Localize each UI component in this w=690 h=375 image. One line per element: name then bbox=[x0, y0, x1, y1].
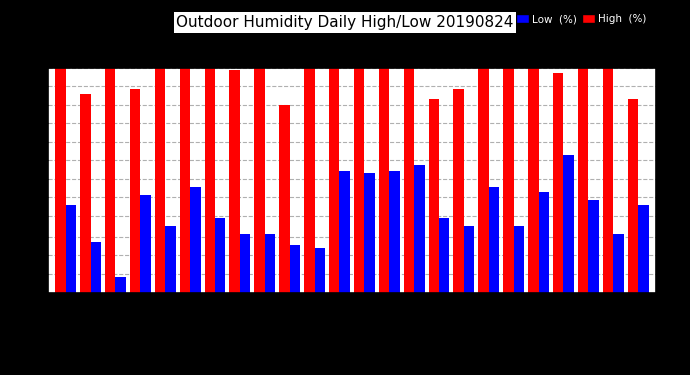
Bar bbox=[414, 165, 424, 332]
Bar bbox=[290, 245, 300, 332]
Bar bbox=[304, 68, 315, 332]
Bar bbox=[130, 88, 140, 332]
Bar bbox=[503, 68, 513, 332]
Bar bbox=[204, 68, 215, 332]
Bar bbox=[589, 200, 599, 332]
Bar bbox=[279, 105, 290, 332]
Bar bbox=[166, 226, 176, 332]
Text: Outdoor Humidity Daily High/Low 20190824: Outdoor Humidity Daily High/Low 20190824 bbox=[177, 15, 513, 30]
Bar bbox=[90, 242, 101, 332]
Bar bbox=[115, 277, 126, 332]
Bar bbox=[489, 187, 500, 332]
Bar bbox=[564, 155, 574, 332]
Bar bbox=[578, 68, 589, 332]
Bar bbox=[329, 68, 339, 332]
Bar bbox=[315, 248, 325, 332]
Bar bbox=[638, 205, 649, 332]
Bar bbox=[464, 226, 474, 332]
Text: Copyright 2019 Cartronics.com: Copyright 2019 Cartronics.com bbox=[55, 38, 206, 48]
Bar bbox=[439, 218, 449, 332]
Bar bbox=[613, 234, 624, 332]
Bar bbox=[528, 68, 538, 332]
Bar bbox=[379, 68, 389, 332]
Bar bbox=[553, 73, 564, 332]
Bar bbox=[55, 68, 66, 332]
Bar bbox=[140, 195, 151, 332]
Bar bbox=[179, 68, 190, 332]
Bar bbox=[428, 99, 439, 332]
Bar bbox=[215, 218, 226, 332]
Bar bbox=[453, 88, 464, 332]
Bar bbox=[513, 226, 524, 332]
Bar bbox=[478, 68, 489, 332]
Bar bbox=[339, 171, 350, 332]
Bar bbox=[80, 94, 90, 332]
Bar bbox=[354, 68, 364, 332]
Bar bbox=[105, 68, 115, 332]
Bar bbox=[265, 234, 275, 332]
Bar bbox=[190, 187, 201, 332]
Bar bbox=[628, 99, 638, 332]
Bar bbox=[389, 171, 400, 332]
Bar bbox=[603, 68, 613, 332]
Legend: Low  (%), High  (%): Low (%), High (%) bbox=[512, 10, 650, 28]
Bar bbox=[255, 68, 265, 332]
Bar bbox=[240, 234, 250, 332]
Bar bbox=[66, 205, 76, 332]
Bar bbox=[538, 192, 549, 332]
Bar bbox=[404, 68, 414, 332]
Bar bbox=[364, 173, 375, 332]
Bar bbox=[155, 68, 166, 332]
Bar bbox=[230, 70, 240, 332]
